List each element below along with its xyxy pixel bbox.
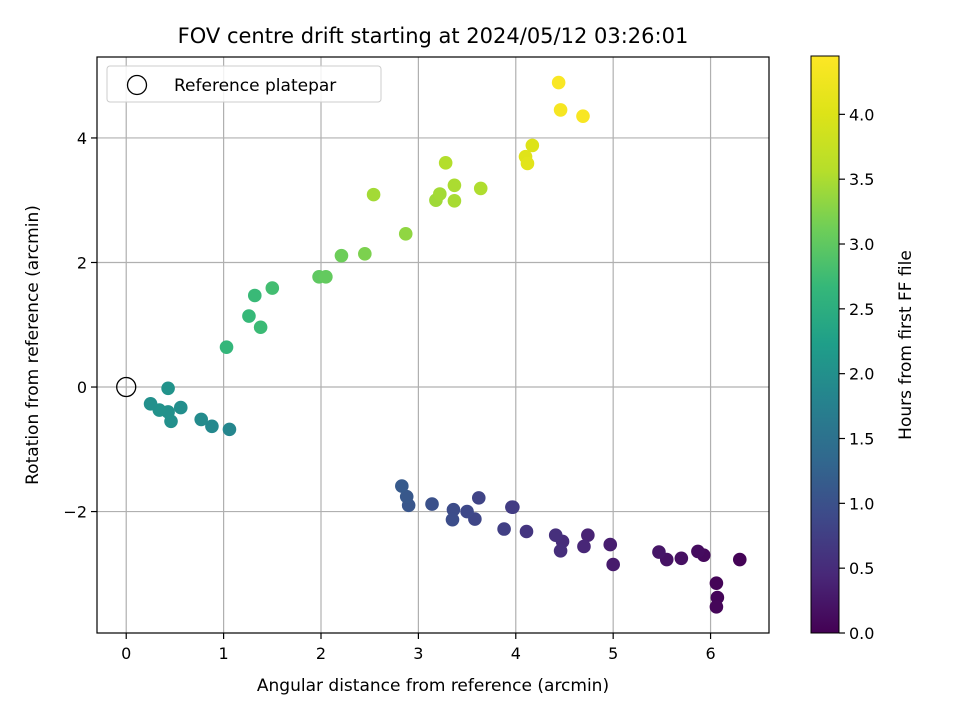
y-tick-label: 4 bbox=[77, 129, 87, 148]
data-point bbox=[709, 600, 724, 614]
legend-reference-marker bbox=[126, 74, 148, 96]
legend: Reference platepar bbox=[106, 65, 382, 103]
data-point bbox=[447, 194, 462, 208]
data-point bbox=[205, 419, 219, 434]
colorbar-gradient bbox=[810, 55, 840, 634]
data-point bbox=[143, 397, 158, 411]
x-tick-label: 5 bbox=[608, 644, 618, 663]
data-point bbox=[732, 552, 747, 567]
data-point bbox=[161, 381, 175, 396]
data-point bbox=[473, 181, 488, 196]
data-point bbox=[253, 320, 268, 335]
colorbar-tick-label: 3.5 bbox=[849, 170, 874, 189]
colorbar-tick-label: 2.0 bbox=[849, 365, 874, 384]
data-point bbox=[219, 340, 234, 354]
data-point bbox=[247, 288, 262, 303]
grid-lines bbox=[97, 57, 769, 633]
y-axis-ticks: −2 0 2 4 bbox=[63, 129, 97, 522]
x-tick-label: 0 bbox=[121, 644, 131, 663]
y-tick-label: 2 bbox=[77, 253, 87, 272]
data-point bbox=[319, 270, 333, 284]
x-tick-label: 1 bbox=[219, 644, 229, 663]
x-axis-ticks: 0 1 2 3 4 5 6 bbox=[121, 633, 716, 663]
y-axis-label: Rotation from reference (arcmin) bbox=[23, 205, 43, 485]
data-point bbox=[222, 422, 237, 437]
data-point bbox=[581, 528, 595, 543]
data-point bbox=[460, 504, 474, 519]
data-point bbox=[447, 178, 462, 193]
data-point bbox=[548, 528, 563, 543]
colorbar: 0.0 0.5 1.0 1.5 2.0 2.5 3.0 3.5 4.0 Hours from f… bbox=[810, 55, 916, 643]
plot-frame bbox=[96, 56, 770, 634]
x-tick-label: 3 bbox=[413, 644, 423, 663]
x-tick-label: 2 bbox=[316, 644, 326, 663]
x-tick-label: 4 bbox=[511, 644, 521, 663]
data-point bbox=[446, 502, 461, 517]
data-point bbox=[445, 512, 460, 527]
data-point bbox=[553, 544, 568, 558]
data-point bbox=[395, 479, 409, 493]
colorbar-tick-label: 4.0 bbox=[849, 105, 874, 124]
colorbar-tick-label: 3.0 bbox=[849, 235, 874, 254]
y-tick-label: 0 bbox=[77, 378, 87, 397]
data-point bbox=[576, 109, 590, 123]
data-point bbox=[173, 400, 188, 415]
data-point bbox=[471, 491, 486, 505]
data-point bbox=[520, 156, 535, 171]
colorbar-tick-label: 0.0 bbox=[849, 624, 874, 643]
data-point bbox=[652, 545, 666, 559]
data-point bbox=[194, 412, 209, 427]
y-tick-label: −2 bbox=[63, 503, 87, 522]
colorbar-tick-label: 0.5 bbox=[849, 559, 874, 578]
colorbar-ticks: 0.0 0.5 1.0 1.5 2.0 2.5 3.0 3.5 4.0 bbox=[839, 105, 874, 643]
colorbar-tick-label: 2.5 bbox=[849, 300, 874, 319]
data-point bbox=[366, 187, 381, 202]
data-point bbox=[691, 544, 705, 559]
colorbar-label: Hours from first FF file bbox=[896, 250, 916, 440]
data-point bbox=[505, 500, 519, 515]
data-point bbox=[334, 248, 349, 263]
data-point bbox=[553, 103, 568, 117]
data-point bbox=[425, 497, 439, 511]
data-point bbox=[603, 537, 618, 552]
x-tick-label: 6 bbox=[705, 644, 715, 663]
data-point bbox=[519, 524, 534, 539]
data-point bbox=[577, 539, 591, 554]
data-point bbox=[242, 309, 256, 323]
data-points bbox=[116, 75, 747, 614]
data-point bbox=[433, 187, 447, 201]
x-axis-label: Angular distance from reference (arcmin) bbox=[257, 676, 609, 696]
legend-reference-label: Reference platepar bbox=[174, 76, 336, 96]
data-point bbox=[674, 551, 689, 566]
reference-platepar-marker bbox=[116, 376, 137, 398]
data-point bbox=[399, 489, 414, 504]
data-point bbox=[525, 138, 540, 153]
data-point bbox=[438, 156, 453, 170]
colorbar-tick-label: 1.5 bbox=[849, 430, 874, 449]
data-point bbox=[551, 75, 566, 90]
legend-box bbox=[106, 65, 382, 103]
data-point bbox=[265, 281, 280, 295]
data-point bbox=[398, 227, 413, 241]
data-point bbox=[606, 557, 620, 572]
data-point bbox=[358, 246, 372, 261]
data-point bbox=[497, 522, 511, 536]
data-point bbox=[709, 576, 724, 590]
colorbar-tick-label: 1.0 bbox=[849, 494, 874, 513]
chart-title: FOV centre drift starting at 2024/05/12 … bbox=[178, 24, 689, 48]
